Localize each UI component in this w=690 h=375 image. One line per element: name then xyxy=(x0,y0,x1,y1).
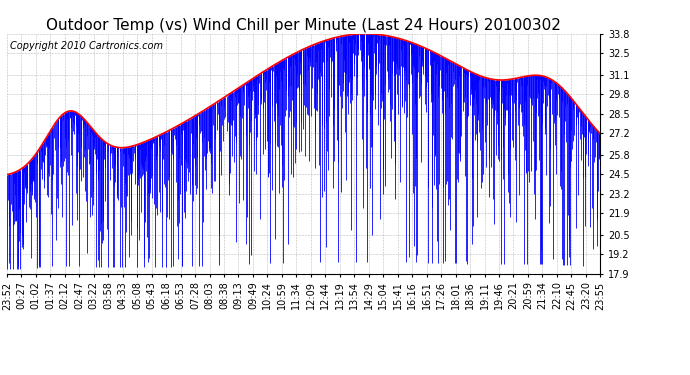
Text: Copyright 2010 Cartronics.com: Copyright 2010 Cartronics.com xyxy=(10,41,163,51)
Title: Outdoor Temp (vs) Wind Chill per Minute (Last 24 Hours) 20100302: Outdoor Temp (vs) Wind Chill per Minute … xyxy=(46,18,561,33)
